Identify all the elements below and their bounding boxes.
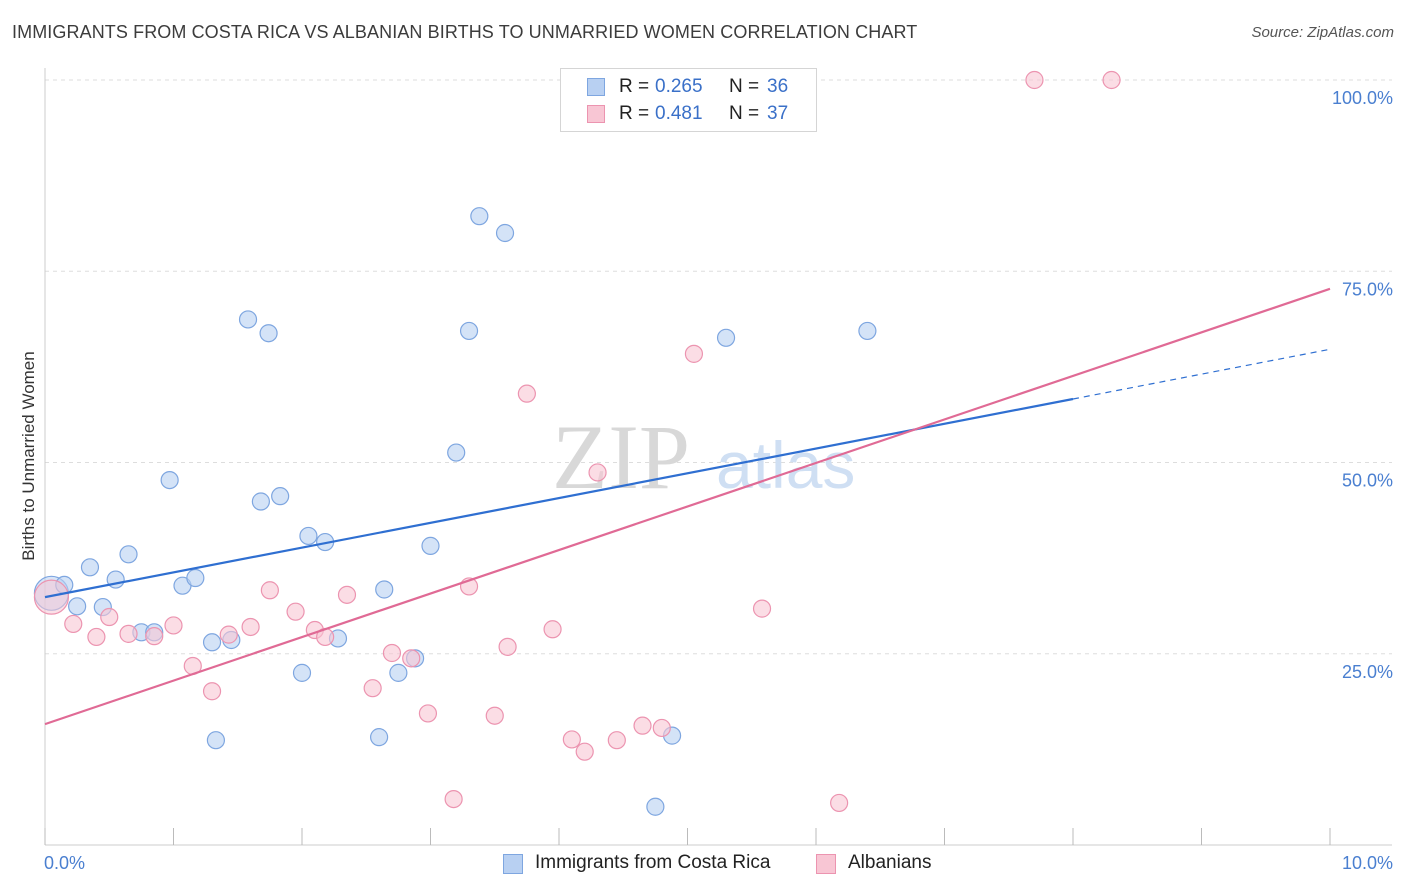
legend: R = 0.265 N = 36 R = 0.481 N = 37 [560, 68, 817, 132]
point-albanian [444, 789, 463, 809]
point-costa-rica [459, 321, 479, 341]
trend-line-costa-rica-extension [1072, 348, 1331, 400]
point-costa-rica [447, 443, 466, 462]
point-albanian [607, 731, 626, 750]
legend-n-value: 37 [767, 103, 789, 124]
point-costa-rica [370, 728, 389, 747]
watermark: ZIP atlas [552, 406, 855, 508]
tick-labels: 25.0% 50.0% 75.0% 100.0% 0.0% 10.0% [44, 88, 1393, 873]
point-costa-rica [238, 310, 258, 329]
point-albanian [652, 718, 671, 738]
bottom-legend-label: Albanians [848, 852, 932, 873]
point-albanian [382, 643, 402, 663]
trend-line-albanians [44, 287, 1331, 726]
point-costa-rica [495, 223, 515, 243]
point-albanian [575, 742, 594, 761]
point-costa-rica [160, 470, 179, 490]
point-albanian [517, 384, 536, 403]
point-albanian [145, 627, 164, 646]
point-albanian [498, 637, 517, 656]
point-albanian [286, 602, 305, 621]
point-albanian [485, 706, 504, 725]
point-costa-rica [68, 597, 87, 616]
point-albanian [202, 682, 222, 701]
point-costa-rica [292, 663, 312, 682]
legend-n-label: N = [729, 103, 760, 124]
point-costa-rica [646, 797, 665, 816]
trend-lines [44, 287, 1331, 726]
point-albanian [633, 716, 652, 735]
legend-r-value: 0.481 [655, 103, 703, 124]
point-costa-rica [858, 321, 877, 341]
series-albanians-points [33, 70, 1121, 813]
point-albanian [119, 624, 138, 643]
point-albanian [562, 730, 581, 749]
point-albanian [100, 607, 119, 627]
point-albanian [337, 585, 357, 604]
y-tick-label: 25.0% [1342, 662, 1393, 682]
point-costa-rica [80, 558, 100, 577]
point-costa-rica [389, 663, 408, 682]
point-albanian [64, 614, 83, 634]
chart-title: IMMIGRANTS FROM COSTA RICA VS ALBANIAN B… [12, 22, 918, 42]
point-albanian [219, 625, 238, 644]
bottom-legend-swatch-pink [816, 854, 836, 874]
point-albanian [588, 463, 607, 482]
legend-r-label: R = [619, 76, 650, 97]
point-albanian [684, 344, 704, 363]
watermark-zip: ZIP [552, 406, 690, 508]
bottom-legend-label: Immigrants from Costa Rica [535, 852, 771, 873]
point-albanian [87, 627, 106, 647]
point-albanian [241, 617, 260, 637]
point-costa-rica [271, 487, 290, 506]
point-costa-rica [206, 731, 226, 750]
point-costa-rica [202, 633, 222, 652]
legend-swatch-pink [587, 105, 605, 123]
point-albanian [752, 599, 772, 618]
source-label: Source: ZipAtlas.com [1251, 24, 1394, 41]
point-costa-rica [470, 207, 489, 226]
point-costa-rica [186, 568, 205, 588]
point-costa-rica [299, 526, 318, 546]
point-albanian [418, 704, 438, 723]
bottom-legend-swatch-blue [503, 854, 523, 874]
y-tick-label: 75.0% [1342, 279, 1393, 299]
x-tick-label: 10.0% [1342, 853, 1393, 873]
x-tick-label: 0.0% [44, 853, 85, 873]
y-tick-label: 100.0% [1332, 88, 1393, 108]
legend-r-value: 0.265 [655, 76, 703, 97]
y-axis-label: Births to Unmarried Women [19, 351, 38, 560]
point-costa-rica [119, 545, 138, 564]
point-albanian [830, 793, 849, 813]
legend-r-label: R = [619, 103, 650, 124]
point-albanian [164, 616, 183, 635]
series-costa-rica-points [33, 207, 877, 816]
axes [44, 68, 1392, 846]
legend-swatch-blue [587, 78, 605, 96]
point-albanian [1102, 70, 1121, 90]
trend-line-costa-rica [44, 397, 1074, 599]
point-albanian [543, 620, 562, 639]
legend-n-value: 36 [767, 76, 789, 97]
point-costa-rica [716, 328, 736, 347]
point-costa-rica [251, 492, 270, 511]
point-costa-rica [259, 324, 278, 343]
point-albanian [1025, 70, 1044, 90]
point-albanian [363, 679, 382, 698]
y-tick-label: 50.0% [1342, 471, 1393, 491]
point-costa-rica [421, 536, 440, 555]
point-albanian [260, 581, 279, 600]
grid [45, 79, 1392, 655]
point-albanian [402, 649, 421, 668]
point-costa-rica [375, 580, 394, 599]
legend-n-label: N = [729, 76, 760, 97]
point-albanian [33, 579, 70, 615]
